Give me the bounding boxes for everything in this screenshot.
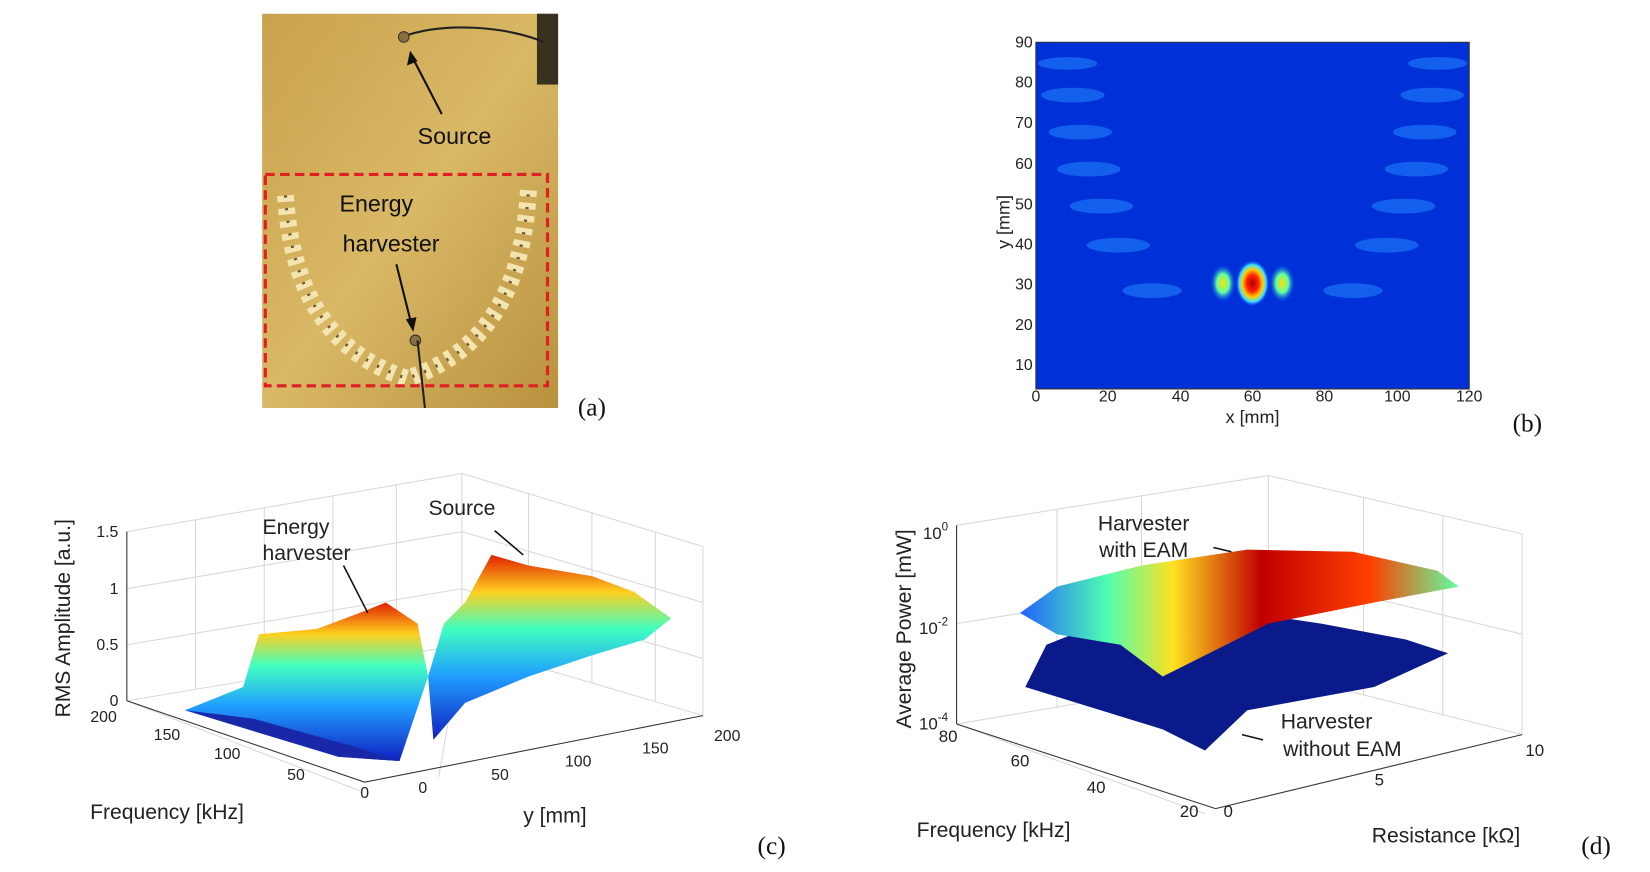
x-tick-label: 20 — [1099, 389, 1117, 406]
panel-label: (a) — [578, 393, 606, 421]
y-tick-label: 60 — [1015, 156, 1033, 173]
arrowhead — [405, 317, 417, 332]
x-tick-label: 120 — [1456, 389, 1483, 406]
x-tick-label: 0 — [360, 785, 369, 802]
z-tick-label: 0 — [110, 693, 119, 710]
axes-box — [1035, 41, 1470, 390]
y-tick-label: 80 — [1015, 75, 1033, 92]
panel-d: 100 10-2 10-4 80 60 40 20 0 5 10 Average… — [893, 475, 1611, 860]
annotation: Source — [428, 497, 495, 520]
heatmap-pattern — [1037, 57, 1468, 299]
y-tick-label: 150 — [642, 741, 669, 758]
y-tick-label: 40 — [1015, 236, 1033, 253]
y-tick-label: 10 — [1525, 741, 1544, 760]
x-tick-label: 200 — [90, 709, 117, 726]
x-tick-label: 40 — [1172, 389, 1190, 406]
wire — [416, 340, 426, 409]
x-tick-label: 60 — [1011, 751, 1030, 770]
z-axis-label: RMS Amplitude [a.u.] — [52, 519, 75, 717]
z-tick-label: 10-2 — [919, 616, 948, 638]
surface — [428, 554, 672, 740]
x-tick-label: 50 — [287, 767, 305, 784]
harvester-disk — [409, 334, 422, 347]
z-tick-label: 100 — [923, 521, 948, 543]
arrow — [1241, 733, 1264, 741]
surface-with-eam — [1020, 549, 1459, 677]
x-tick-label: 80 — [1316, 389, 1334, 406]
z-tick-label: 1 — [110, 581, 119, 598]
annotation: Energy — [262, 516, 329, 539]
photo-detail — [536, 13, 559, 85]
x-tick-label: 20 — [1180, 802, 1199, 821]
x-tick-label: 80 — [939, 727, 958, 746]
annotation: Harvester — [1281, 710, 1373, 733]
y-tick-label: 0 — [1224, 802, 1233, 821]
annotation: with EAM — [1098, 539, 1188, 562]
z-tick-label: 1.5 — [96, 524, 118, 541]
annotation: Energy — [339, 190, 413, 216]
annotation: without EAM — [1282, 738, 1402, 761]
x-tick-label: 60 — [1244, 389, 1262, 406]
y-tick-label: 200 — [714, 728, 741, 745]
panel-b: 0 20 40 60 80 100 120 10 20 30 40 50 60 … — [993, 35, 1542, 438]
y-tick-label: 20 — [1015, 317, 1033, 334]
region-box — [263, 172, 550, 388]
x-axis-label: Frequency [kHz] — [917, 819, 1071, 842]
annotation: Source — [418, 123, 492, 149]
arrowhead — [406, 50, 418, 66]
y-tick-label: 30 — [1015, 277, 1033, 294]
z-axis-label: Average Power [mW] — [893, 529, 916, 728]
figure-body: Source Energy harvester (a) 0 20 40 60 8… — [52, 13, 1611, 860]
x-tick-label: 40 — [1087, 778, 1106, 797]
arrow — [342, 565, 369, 614]
wire — [401, 26, 545, 44]
arrow — [409, 52, 443, 115]
annotation: harvester — [262, 542, 350, 565]
source-disk — [397, 31, 410, 43]
x-tick-label: 100 — [1384, 389, 1411, 406]
axes — [956, 525, 1523, 810]
x-tick-label: 150 — [154, 727, 181, 744]
focus — [1235, 260, 1270, 307]
heatmap — [1035, 42, 1470, 389]
focus-side — [1269, 264, 1295, 303]
y-tick-label: 100 — [565, 753, 592, 770]
x-tick-label: 0 — [1031, 389, 1040, 406]
y-tick-label: 10 — [1015, 357, 1033, 374]
panel-a: Source Energy harvester (a) — [262, 13, 606, 421]
x-axis-label: Frequency [kHz] — [90, 801, 244, 824]
y-axis-label: Resistance [kΩ] — [1372, 824, 1520, 847]
axes — [126, 531, 704, 783]
annotation: Harvester — [1098, 513, 1190, 536]
y-tick-label: 90 — [1015, 35, 1033, 52]
arrow — [1213, 546, 1232, 553]
panel-c: 0 0.5 1 1.5 200 150 100 50 0 0 50 100 15… — [52, 472, 786, 860]
focus-side — [1210, 264, 1236, 303]
arrow — [494, 530, 524, 556]
panel-label: (d) — [1581, 832, 1611, 860]
y-tick-label: 70 — [1015, 115, 1033, 132]
annotation: harvester — [343, 231, 440, 257]
y-tick-label: 50 — [1015, 196, 1033, 213]
y-tick-label: 5 — [1375, 770, 1384, 789]
panel-label: (c) — [758, 832, 786, 860]
x-axis-label: x [mm] — [1226, 407, 1280, 427]
y-tick-label: 50 — [491, 767, 509, 784]
y-tick-label: 0 — [418, 780, 427, 797]
z-tick-label: 0.5 — [96, 637, 118, 654]
arrow — [395, 263, 414, 328]
panel-label: (b) — [1513, 409, 1543, 437]
z-tick-label: 10-4 — [919, 711, 949, 733]
y-axis-label: y [mm] — [993, 195, 1013, 249]
y-axis-label: y [mm] — [523, 804, 586, 827]
surface-floor — [184, 710, 400, 762]
x-tick-label: 100 — [214, 746, 241, 763]
